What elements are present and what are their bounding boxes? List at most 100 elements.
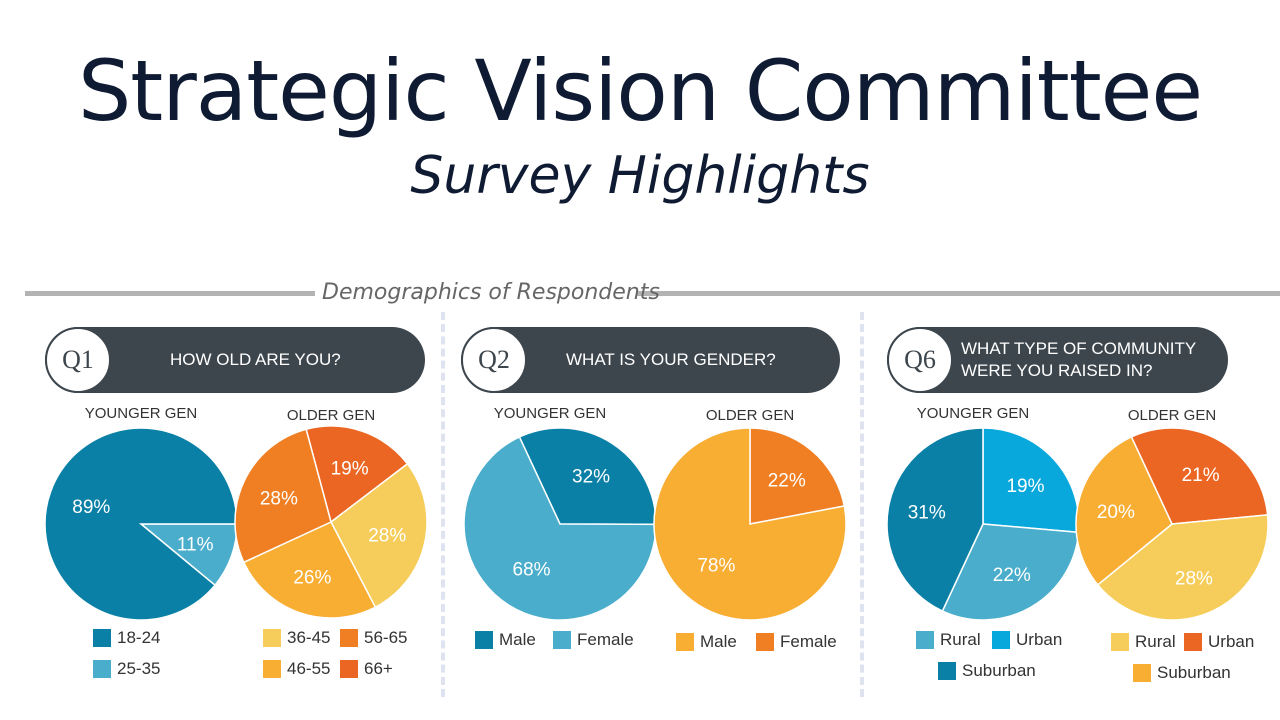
legend-item: 36-45 [263, 628, 330, 648]
question-header: Q6 WHAT TYPE OF COMMUNITY WERE YOU RAISED… [887, 327, 1228, 393]
legend-item: Rural [1111, 632, 1176, 652]
legend-label: Female [780, 632, 837, 651]
pie-chart: 19% 22% 31% [886, 427, 1080, 621]
pie-slice-66- [305, 425, 409, 524]
legend-item: Suburban [1133, 663, 1231, 683]
data-label: 11% [177, 535, 214, 556]
pie-slice-36-45 [330, 462, 428, 609]
pie-title: YOUNGER GEN [493, 405, 607, 422]
question-text: WHAT IS YOUR GENDER? [566, 350, 776, 369]
legend-label: 56-65 [364, 628, 408, 647]
data-label: 21% [1182, 465, 1220, 486]
legend-swatch [553, 631, 571, 649]
legend-label: 46-55 [287, 659, 331, 678]
legend-swatch [756, 633, 774, 651]
legend-item: Rural [916, 630, 981, 650]
legend-swatch [93, 660, 111, 678]
legend-item: Suburban [938, 661, 1036, 681]
pie-slice-male [518, 427, 657, 526]
legend-item: Female [756, 632, 837, 652]
pie-slice-rural [1096, 514, 1269, 621]
legend-label: 66+ [364, 659, 393, 678]
question-text: WHAT TYPE OF COMMUNITY WERE YOU RAISED I… [961, 339, 1196, 380]
legend-label: 18-24 [117, 628, 161, 647]
data-label: 68% [513, 559, 551, 580]
data-label: 78% [697, 556, 735, 577]
legend-item: 46-55 [263, 659, 330, 679]
pie-title: OLDER GEN [1127, 407, 1217, 424]
pie-chart: 32% 68% [463, 427, 657, 621]
question-number-badge: Q2 [461, 327, 527, 393]
pie-title: OLDER GEN [286, 407, 376, 424]
data-label: 31% [908, 503, 946, 524]
question-number-badge: Q1 [45, 327, 111, 393]
legend-swatch [938, 662, 956, 680]
pie-slice-46-55 [242, 521, 377, 619]
pie-slice-female [463, 435, 657, 621]
pie-slice-male [653, 427, 847, 621]
legend-item: Male [676, 632, 737, 652]
legend-swatch [340, 660, 358, 678]
pie-chart: 21% 28% 20% [1075, 427, 1269, 621]
data-label: 28% [368, 526, 406, 547]
legend-swatch [263, 629, 281, 647]
section-heading: Demographics of Respondents [322, 280, 660, 305]
legend-label: Suburban [962, 661, 1036, 680]
question-header: Q1 HOW OLD ARE YOU? [45, 327, 425, 393]
legend-label: Suburban [1157, 663, 1231, 682]
legend-item: 66+ [340, 659, 393, 679]
data-label: 19% [1006, 476, 1044, 497]
pie-slice-suburban [1075, 435, 1173, 586]
data-label: 28% [1175, 568, 1213, 589]
legend-label: Urban [1208, 632, 1255, 651]
legend-swatch [916, 631, 934, 649]
legend-item: Urban [992, 630, 1062, 650]
data-label: 89% [72, 497, 110, 518]
page-subtitle: Survey Highlights [410, 146, 870, 206]
divider-left [25, 291, 315, 296]
pie-slice-female [749, 427, 846, 525]
data-label: 32% [572, 466, 610, 487]
pie-slice-suburban [886, 427, 984, 613]
pie-chart: 19% 28% 26% 28% [234, 425, 428, 619]
legend-item: 56-65 [340, 628, 407, 648]
legend-swatch [1184, 633, 1202, 651]
pie-chart: 22% 78% [653, 427, 847, 621]
pie-title: YOUNGER GEN [916, 405, 1030, 422]
legend-label: Urban [1016, 630, 1063, 649]
data-label: 26% [293, 568, 331, 589]
data-label: 20% [1097, 502, 1135, 523]
pie-slice-56-65 [234, 428, 332, 564]
data-label: 28% [260, 489, 298, 510]
legend-swatch [992, 631, 1010, 649]
page-title: Strategic Vision Committee [77, 42, 1203, 140]
data-label: 22% [768, 471, 806, 492]
legend-swatch [263, 660, 281, 678]
question-header: Q2 WHAT IS YOUR GENDER? [461, 327, 840, 393]
legend-swatch [340, 629, 358, 647]
question-text: HOW OLD ARE YOU? [170, 350, 341, 369]
data-label: 19% [331, 458, 369, 479]
legend-item: Female [553, 630, 634, 650]
legend-swatch [93, 629, 111, 647]
question-number-badge: Q6 [887, 327, 953, 393]
legend-label: Rural [940, 630, 981, 649]
legend-swatch [475, 631, 493, 649]
legend-label: Rural [1135, 632, 1176, 651]
legend-label: Female [577, 630, 634, 649]
pie-slice-urban [1130, 427, 1269, 525]
legend-item: 18-24 [93, 628, 160, 648]
legend-swatch [1111, 633, 1129, 651]
legend-label: Male [499, 630, 536, 649]
divider-right [636, 291, 1280, 296]
legend-item: Male [475, 630, 536, 650]
pie-title: OLDER GEN [705, 407, 795, 424]
legend-item: Urban [1184, 632, 1254, 652]
pie-slice-18-24 [44, 427, 238, 621]
pie-chart: 11% 89% [44, 427, 238, 621]
legend-swatch [1133, 664, 1151, 682]
column-divider [860, 312, 864, 697]
legend-label: 36-45 [287, 628, 331, 647]
pie-slice-rural [941, 523, 1080, 621]
legend-swatch [676, 633, 694, 651]
